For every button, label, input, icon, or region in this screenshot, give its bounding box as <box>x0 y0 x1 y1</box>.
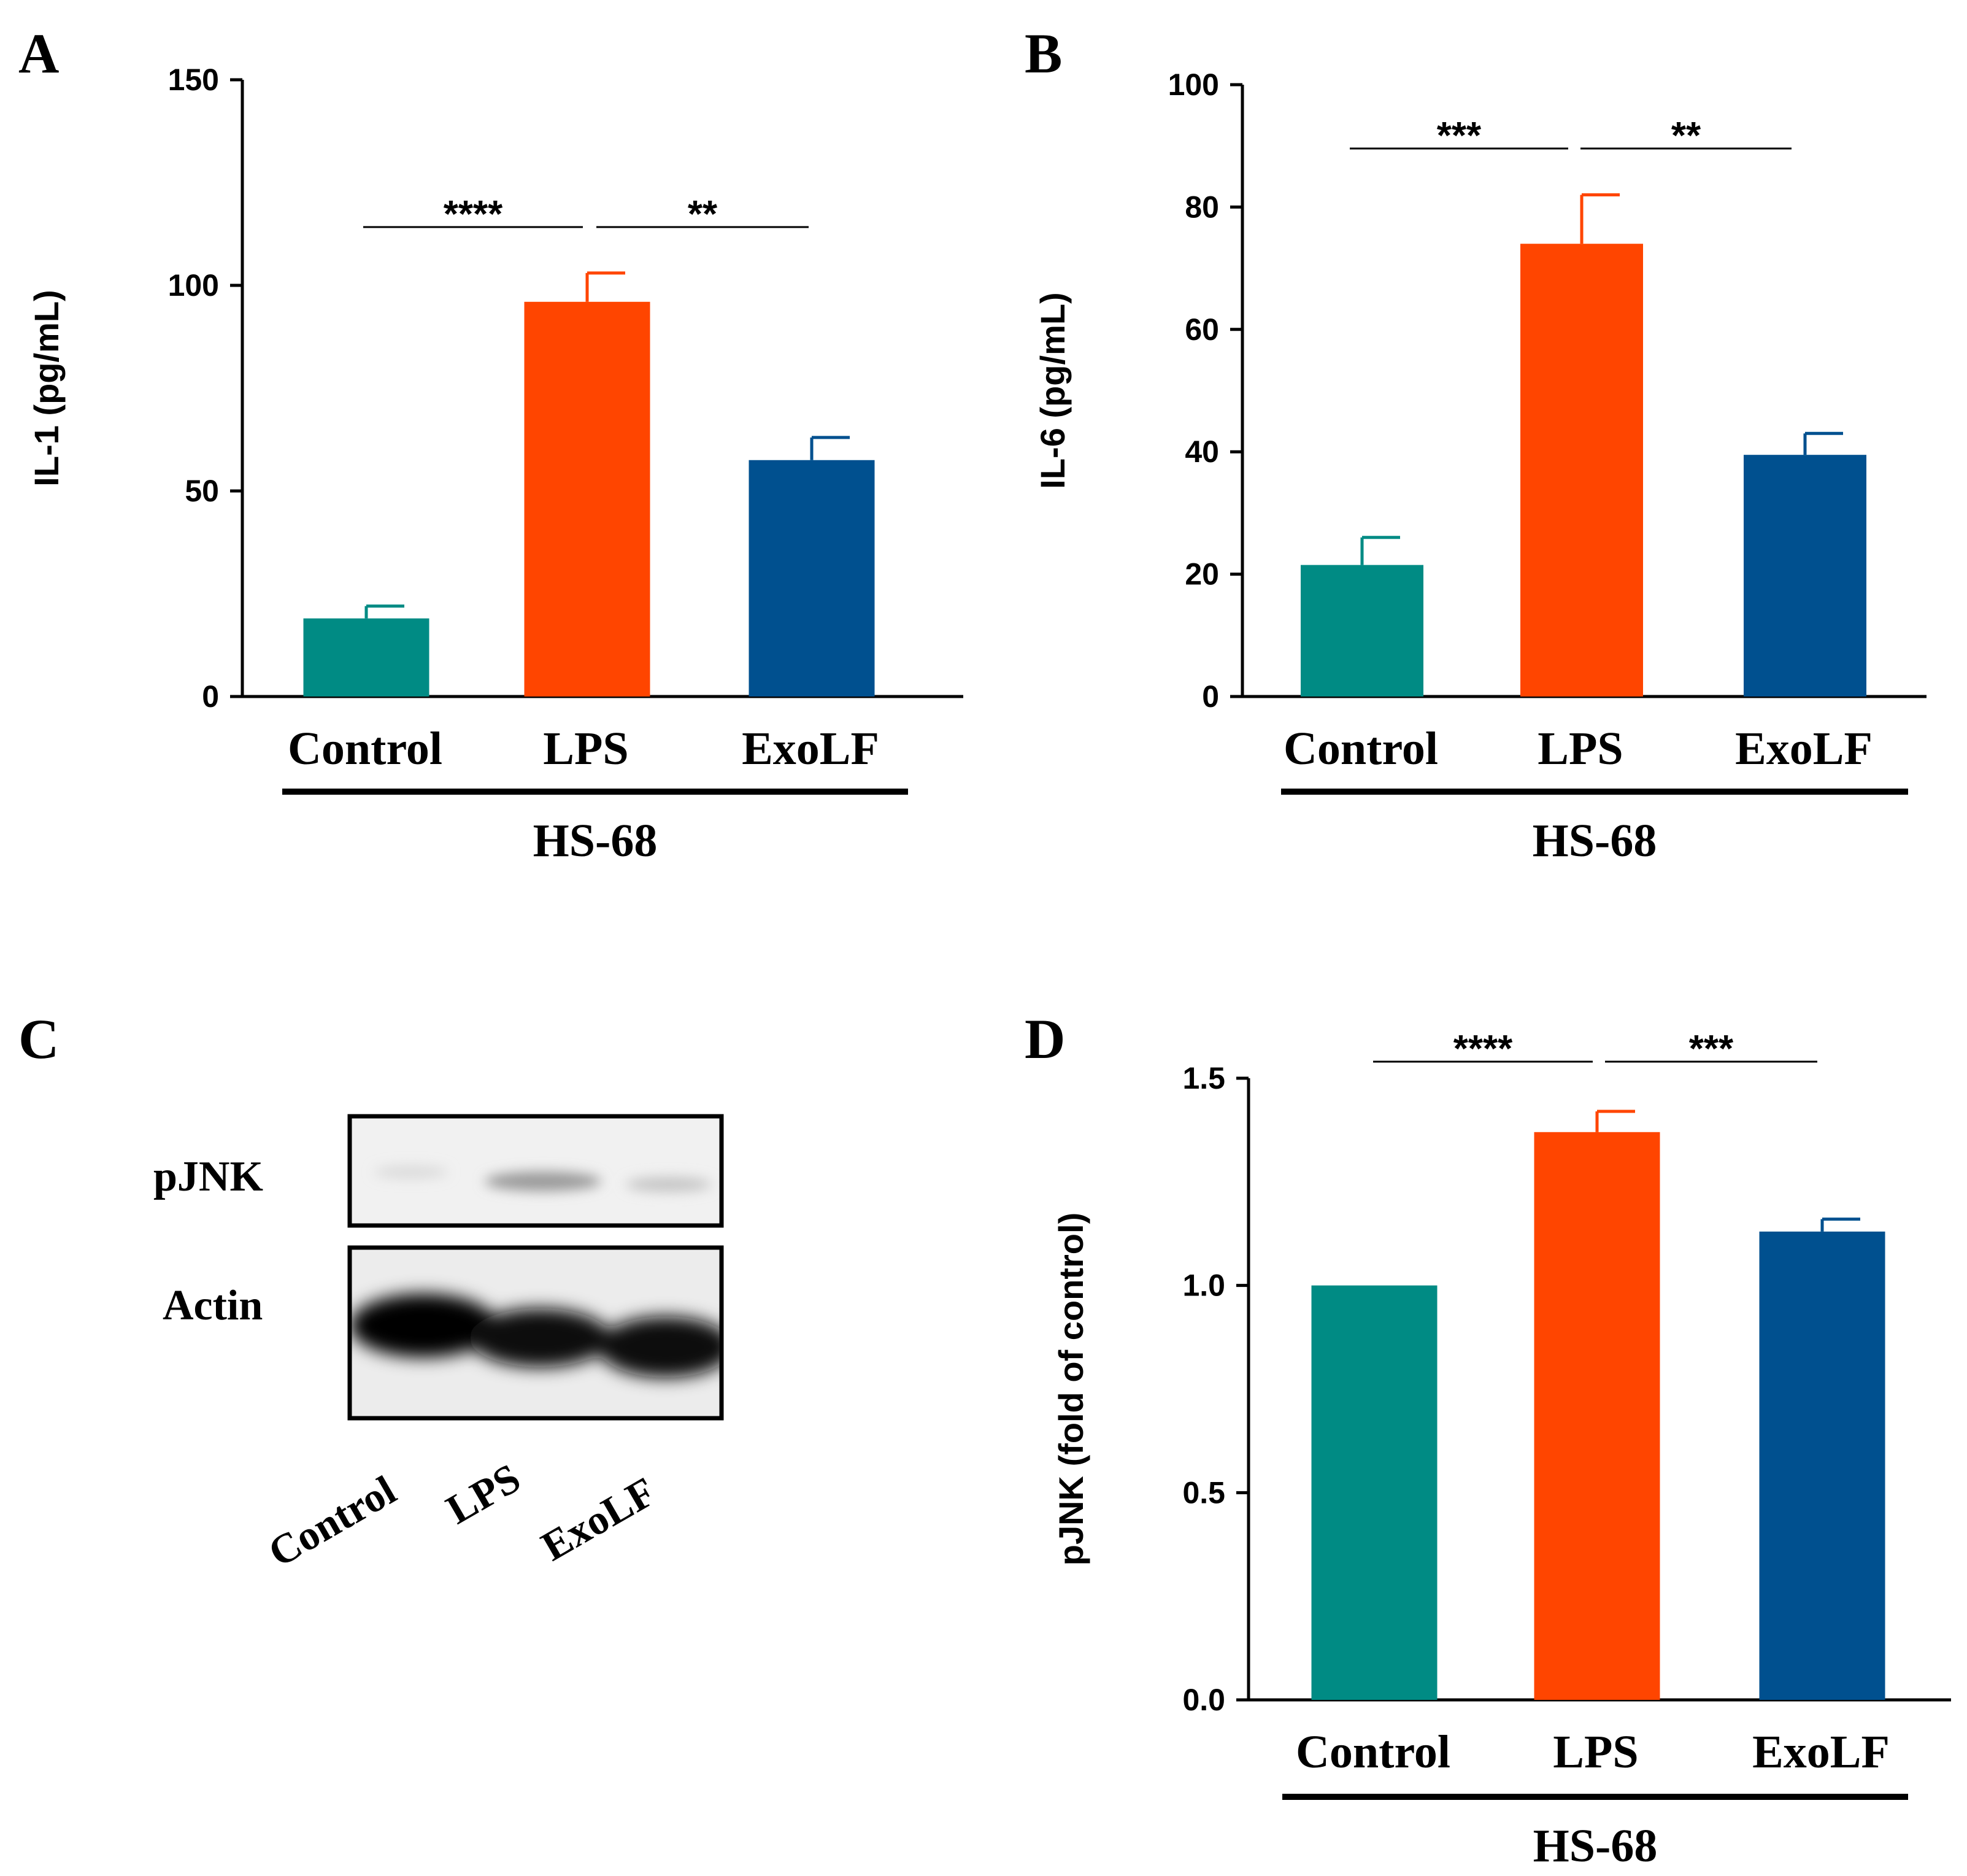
blot-lane-label: Control <box>261 1466 404 1576</box>
actin-bands <box>352 1294 720 1378</box>
chart-panel-d: D 0.0 0.5 1.0 1.5 pJNK (fold of control) Contr… <box>1025 1008 1951 1872</box>
significance-label: ** <box>1671 115 1701 157</box>
band-actin-lps <box>469 1308 610 1367</box>
x-category-label: LPS <box>543 723 628 774</box>
y-tick-label: 1.5 <box>1182 1061 1225 1095</box>
pjnk-bands <box>374 1166 712 1192</box>
y-tick-label: 60 <box>1185 312 1219 347</box>
bar-control <box>1311 1285 1438 1700</box>
panel-letter: C <box>18 1008 59 1070</box>
y-tick-label: 80 <box>1185 190 1219 224</box>
y-axis-title: IL-6 (pg/mL) <box>1033 292 1072 488</box>
blot-band-label: pJNK <box>153 1153 263 1200</box>
bar-lps <box>524 301 650 697</box>
y-tick-label: 40 <box>1185 434 1219 469</box>
bar-exolf <box>1744 455 1866 697</box>
blot-lane-label: LPS <box>439 1454 528 1533</box>
band-actin-control <box>352 1294 497 1357</box>
bar-lps <box>1520 244 1643 697</box>
bar-lps <box>1534 1132 1660 1700</box>
y-axis-title: pJNK (fold of control) <box>1052 1213 1090 1565</box>
x-category-label: ExoLF <box>1752 1726 1890 1778</box>
y-tick-label: 20 <box>1185 557 1219 592</box>
x-category-label: Control <box>1284 723 1438 774</box>
y-tick-label: 0 <box>202 679 219 714</box>
band-pjnk-control <box>374 1166 448 1178</box>
band-pjnk-exolf <box>626 1177 712 1192</box>
bar-control <box>1301 565 1423 697</box>
bar-control <box>303 618 429 697</box>
group-label: HS-68 <box>1533 815 1657 867</box>
y-tick-label: 0.0 <box>1182 1683 1225 1717</box>
y-tick-label: 100 <box>168 268 219 303</box>
group-label: HS-68 <box>533 815 658 867</box>
panel-letter: B <box>1025 22 1062 85</box>
x-category-label: ExoLF <box>1735 723 1873 774</box>
band-actin-exolf <box>598 1316 720 1378</box>
bar-exolf <box>1759 1231 1885 1700</box>
significance-label: **** <box>1453 1028 1513 1070</box>
significance-label: ** <box>688 193 718 236</box>
panel-letter: A <box>18 22 59 85</box>
x-category-label: LPS <box>1538 723 1623 774</box>
x-category-label: Control <box>288 723 442 774</box>
y-tick-label: 150 <box>168 63 219 97</box>
y-tick-label: 0 <box>1202 679 1219 714</box>
significance-label: *** <box>1437 115 1482 157</box>
y-tick-label: 50 <box>185 474 219 508</box>
chart-panel-a: A 0 50 100 150 IL-1 (pg/mL) Control LPS ExoLF HS-… <box>18 22 963 867</box>
group-label: HS-68 <box>1533 1820 1658 1872</box>
panel-letter: D <box>1025 1008 1065 1070</box>
blot-lane-label: ExoLF <box>534 1468 663 1570</box>
x-category-label: Control <box>1296 1726 1450 1778</box>
significance-label: *** <box>1689 1028 1734 1070</box>
y-tick-label: 100 <box>1168 68 1219 102</box>
y-tick-label: 0.5 <box>1182 1475 1225 1510</box>
significance-label: **** <box>444 193 503 236</box>
band-pjnk-lps <box>485 1172 601 1191</box>
bar-exolf <box>749 460 875 697</box>
x-category-label: ExoLF <box>742 723 879 774</box>
y-tick-label: 1.0 <box>1182 1268 1225 1303</box>
y-axis-title: IL-1 (pg/mL) <box>27 290 66 486</box>
blot-band-label: Actin <box>163 1282 263 1329</box>
chart-panel-b: B 0 20 40 60 80 100 IL-6 (pg/mL) Control LPS ExoLF… <box>1025 22 1927 867</box>
x-category-label: LPS <box>1553 1726 1638 1778</box>
